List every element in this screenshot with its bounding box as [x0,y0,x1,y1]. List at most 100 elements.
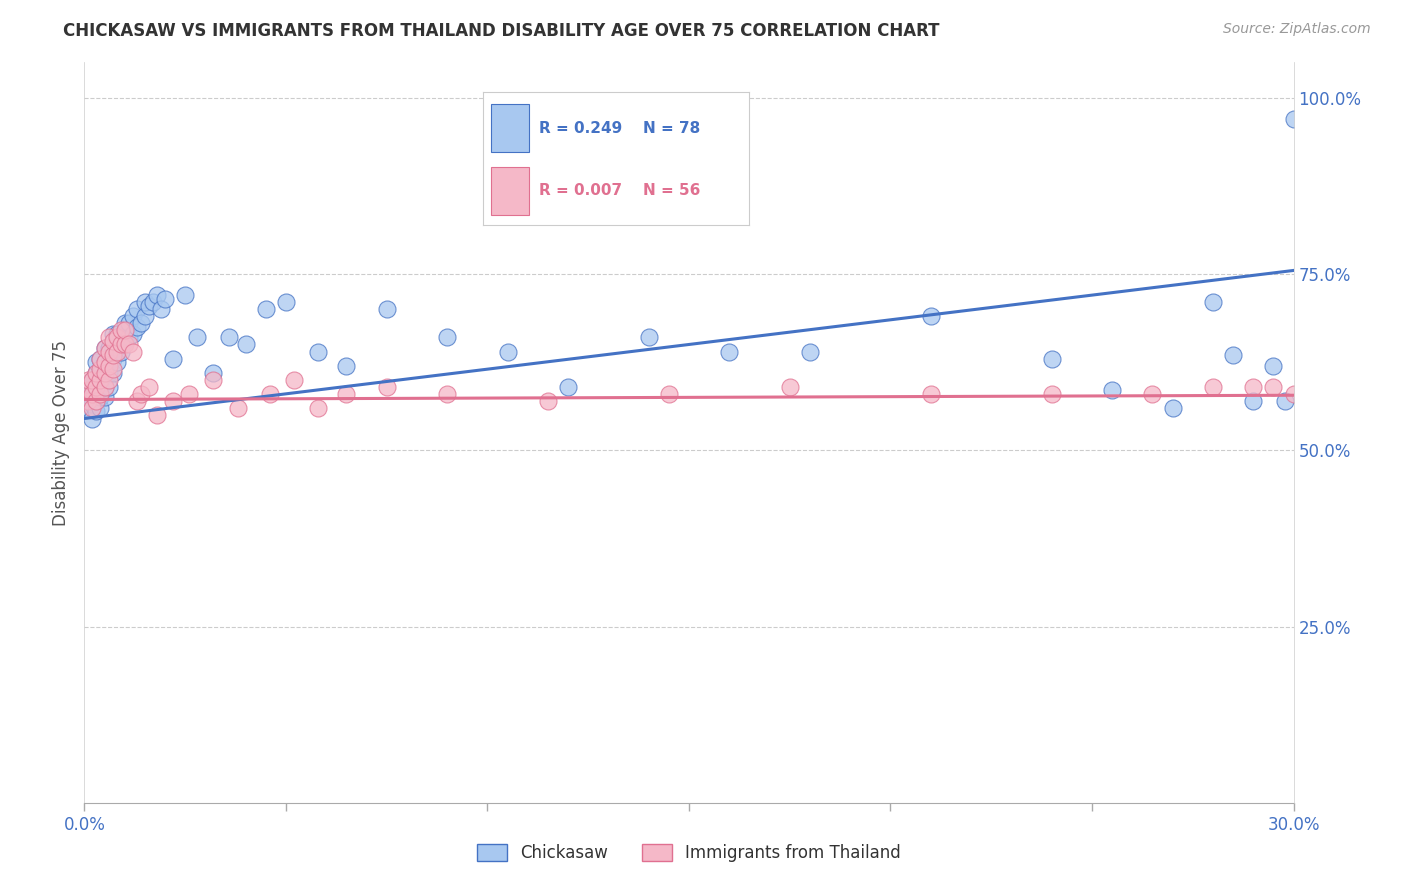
Point [153,292,176,306]
Point [218,330,240,344]
Text: CHICKASAW VS IMMIGRANTS FROM THAILAND DISABILITY AGE OVER 75 CORRELATION CHART: CHICKASAW VS IMMIGRANTS FROM THAILAND DI… [63,22,939,40]
Point [101,334,124,348]
Point [93,341,115,355]
Point [77,390,100,404]
Point [89,362,111,376]
Point [114,334,136,348]
Point [93,341,115,355]
Point [89,366,111,380]
Point [125,393,148,408]
Point [97,355,120,369]
Point [86,380,108,394]
Point [105,341,128,355]
Point [89,390,111,404]
Point [93,366,115,380]
Point [82,401,104,415]
Point [134,310,156,324]
Point [335,387,357,401]
Point [82,384,104,398]
Point [97,366,120,380]
Point [89,373,111,387]
Text: Source: ZipAtlas.com: Source: ZipAtlas.com [1223,22,1371,37]
Point [307,344,329,359]
Point [920,387,942,401]
Point [283,373,305,387]
Point [110,330,132,344]
Point [142,295,165,310]
Point [436,330,458,344]
Point [718,344,741,359]
Point [97,373,120,387]
Point [1040,387,1063,401]
Point [1282,112,1305,126]
Point [82,373,104,387]
Point [799,344,821,359]
Point [1040,351,1063,366]
Point [97,359,120,373]
Point [101,362,124,376]
Point [93,369,115,384]
Point [779,380,801,394]
Point [89,380,111,394]
Point [129,316,152,330]
Point [121,310,143,324]
Point [105,344,128,359]
Point [1202,295,1225,310]
Point [82,411,104,425]
Point [162,351,184,366]
Point [93,380,115,394]
Point [86,366,108,380]
Point [86,404,108,418]
Point [105,330,128,344]
Point [134,295,156,310]
Point [82,397,104,411]
Point [121,326,143,341]
Point [254,302,277,317]
Point [138,380,160,394]
Point [77,384,100,398]
Point [226,401,249,415]
Point [259,387,281,401]
Point [86,393,108,408]
Point [1282,387,1305,401]
Point [146,408,169,422]
Point [89,351,111,366]
Point [121,344,143,359]
Point [114,323,136,337]
Point [101,366,124,380]
Point [1274,393,1296,408]
Point [146,288,169,302]
Point [93,355,115,369]
Point [149,302,172,317]
Point [1222,348,1244,362]
Point [138,299,160,313]
Point [93,355,115,369]
Point [110,337,132,351]
Point [125,319,148,334]
Point [89,387,111,401]
Point [101,326,124,341]
Point [375,302,398,317]
Point [86,393,108,408]
Point [97,330,120,344]
Point [110,323,132,337]
Point [101,341,124,355]
Point [496,344,519,359]
Point [335,359,357,373]
Point [93,390,115,404]
Point [77,393,100,408]
Point [101,348,124,362]
Point [89,351,111,366]
Point [1202,380,1225,394]
Point [89,401,111,415]
Legend: Chickasaw, Immigrants from Thailand: Chickasaw, Immigrants from Thailand [471,837,907,869]
Point [235,337,257,351]
Point [186,330,208,344]
Point [1142,387,1164,401]
Point [114,337,136,351]
Point [1161,401,1184,415]
Point [86,355,108,369]
Point [105,355,128,369]
Point [105,326,128,341]
Point [77,380,100,394]
